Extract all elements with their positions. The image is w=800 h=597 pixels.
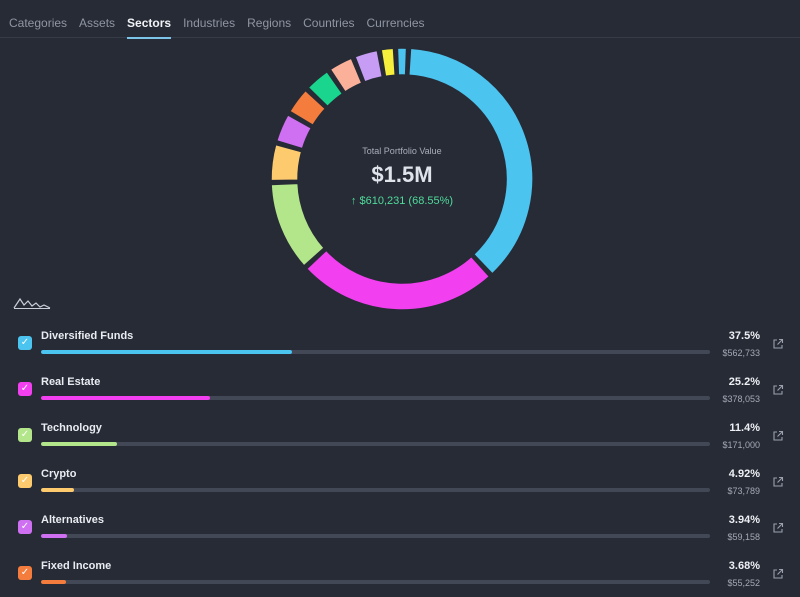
sector-progress-fill: [41, 580, 66, 584]
sector-checkbox[interactable]: ✓: [18, 336, 32, 350]
tab-regions[interactable]: Regions: [247, 16, 292, 30]
tab-currencies[interactable]: Currencies: [366, 16, 425, 30]
tab-countries[interactable]: Countries: [303, 16, 355, 30]
sector-percent: 25.2%: [728, 376, 760, 388]
sector-progress-track: [41, 396, 710, 400]
sector-list: ✓ Diversified Funds 37.5% $562,733 ✓ Real Est…: [0, 326, 800, 597]
sector-percent: 3.94%: [728, 514, 760, 526]
sector-checkbox[interactable]: ✓: [18, 428, 32, 442]
sector-progress-fill: [41, 442, 118, 446]
check-icon: ✓: [20, 429, 30, 440]
donut-segment[interactable]: [305, 249, 491, 311]
tab-industries[interactable]: Industries: [183, 16, 236, 30]
sector-amount: $55,252: [727, 578, 760, 588]
sector-checkbox[interactable]: ✓: [18, 520, 32, 534]
tab-sectors[interactable]: Sectors: [127, 0, 172, 39]
external-link-icon[interactable]: [772, 522, 784, 534]
external-link-icon[interactable]: [772, 568, 784, 580]
sector-amount: $562,733: [722, 348, 760, 358]
sector-row: ✓ Fixed Income 3.68% $55,252: [0, 556, 800, 597]
sector-row: ✓ Real Estate 25.2% $378,053: [0, 372, 800, 418]
check-icon: ✓: [20, 521, 30, 532]
sector-checkbox[interactable]: ✓: [18, 474, 32, 488]
sector-name: Fixed Income: [41, 560, 112, 572]
sector-amount: $378,053: [722, 394, 760, 404]
external-link-icon[interactable]: [772, 338, 784, 350]
donut-segment[interactable]: [396, 47, 408, 76]
total-portfolio-value: $1.5M: [371, 161, 433, 187]
sector-progress-track: [41, 350, 710, 354]
portfolio-change: ↑ $610,231 (68.55%): [350, 194, 454, 207]
sector-progress-fill: [41, 396, 210, 400]
donut-svg: [270, 47, 534, 311]
sector-checkbox[interactable]: ✓: [18, 382, 32, 396]
tab-categories[interactable]: Categories: [9, 16, 68, 30]
sector-amount: $171,000: [722, 440, 760, 450]
sector-progress-track: [41, 442, 710, 446]
donut-segment[interactable]: [275, 114, 313, 150]
sector-name: Diversified Funds: [41, 330, 134, 342]
sector-name: Technology: [41, 422, 102, 434]
sector-name: Crypto: [41, 468, 77, 480]
donut-segment[interactable]: [354, 49, 384, 83]
sector-percent: 3.68%: [728, 560, 760, 572]
sector-percent: 4.92%: [728, 468, 760, 480]
total-portfolio-label: Total Portfolio Value: [362, 145, 442, 156]
external-link-icon[interactable]: [772, 430, 784, 442]
donut-segment[interactable]: [380, 47, 396, 78]
sector-progress-track: [41, 488, 710, 492]
sector-name: Alternatives: [41, 514, 104, 526]
external-link-icon[interactable]: [772, 476, 784, 488]
donut-segment[interactable]: [289, 89, 327, 127]
check-icon: ✓: [20, 567, 30, 578]
donut-center: Total Portfolio Value $1.5M ↑ $610,231 (…: [269, 46, 535, 312]
sector-name: Real Estate: [41, 376, 101, 388]
sector-progress-track: [41, 534, 710, 538]
external-link-icon[interactable]: [772, 384, 784, 396]
sector-progress-fill: [41, 350, 292, 354]
sector-row: ✓ Diversified Funds 37.5% $562,733: [0, 326, 800, 372]
sector-row: ✓ Crypto 4.92% $73,789: [0, 464, 800, 510]
sector-row: ✓ Alternatives 3.94% $59,158: [0, 510, 800, 556]
donut-segment[interactable]: [329, 57, 363, 93]
sector-checkbox[interactable]: ✓: [18, 566, 32, 580]
tab-assets[interactable]: Assets: [79, 16, 116, 30]
portfolio-donut-chart: Total Portfolio Value $1.5M ↑ $610,231 (…: [269, 46, 535, 312]
sector-progress-fill: [41, 488, 74, 492]
sector-progress-track: [41, 580, 710, 584]
sector-row: ✓ Technology 11.4% $171,000: [0, 418, 800, 464]
donut-segment[interactable]: [408, 47, 534, 275]
mountain-logo-icon: [13, 297, 51, 309]
sector-amount: $59,158: [727, 532, 760, 542]
tab-bar: Categories Assets Sectors Industries Regions…: [0, 0, 800, 39]
donut-segment[interactable]: [270, 143, 303, 182]
sector-percent: 37.5%: [728, 330, 760, 342]
sector-percent: 11.4%: [729, 422, 760, 434]
check-icon: ✓: [20, 383, 30, 394]
donut-segment[interactable]: [270, 182, 325, 267]
sector-amount: $73,789: [727, 486, 760, 496]
check-icon: ✓: [20, 475, 30, 486]
donut-segment[interactable]: [307, 70, 344, 108]
check-icon: ✓: [20, 337, 30, 348]
sector-progress-fill: [41, 534, 68, 538]
